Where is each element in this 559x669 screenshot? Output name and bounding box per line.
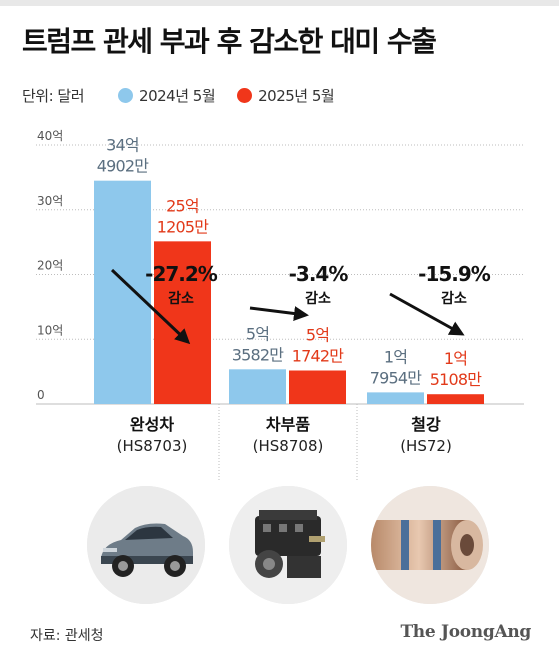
y-tick-label: 40억 [37, 129, 63, 143]
y-tick-label: 10억 [37, 323, 63, 337]
y-tick-label: 0 [37, 388, 45, 402]
data-label: 34억 [106, 136, 139, 155]
category-name: 철강 [411, 415, 441, 434]
engine-icon [229, 486, 347, 604]
decrease-arrow [249, 306, 309, 321]
data-label: 1억 [384, 347, 407, 366]
bar-2025-2 [427, 394, 484, 404]
top-bar [0, 0, 559, 6]
engine-photo [229, 486, 347, 604]
data-label: 3582만 [232, 345, 285, 364]
change-note: 감소 [168, 290, 194, 307]
legend-label-2024: 2024년 5월 [139, 87, 216, 105]
y-tick-label: 30억 [37, 194, 63, 208]
legend-label-2025: 2025년 5월 [258, 87, 335, 105]
steel-coil-photo [371, 486, 489, 604]
change-percent: -3.4% [289, 262, 349, 286]
bar-2024-0 [94, 180, 151, 404]
value-labels: 34억 4902만 5억 3582만 1억 7954만 25억 1205만 5억 1742만 1억 5… [97, 136, 483, 390]
bar-2025-1 [289, 370, 346, 404]
legend-swatch-2024 [118, 88, 134, 103]
category-code: (HS8708) [253, 437, 324, 455]
category-code: (HS8703) [117, 437, 188, 455]
category-labels: 완성차 (HS8703) 차부품 (HS8708) 철강 (HS72) [117, 415, 452, 455]
data-label: 1억 [444, 349, 467, 368]
legend-item-2024: 2024년 5월 [118, 85, 216, 106]
data-label: 5108만 [430, 370, 483, 389]
publisher-logo: The JoongAng [400, 622, 531, 642]
unit-label: 단위: 달러 [22, 87, 85, 105]
y-tick-label: 20억 [37, 259, 63, 273]
bar-2024-2 [367, 392, 424, 404]
data-label: 4902만 [97, 157, 150, 176]
data-label: 5억 [306, 325, 329, 344]
decrease-arrow [389, 292, 465, 336]
decrease-arrow [110, 268, 191, 345]
bars [94, 180, 484, 404]
category-code: (HS72) [400, 437, 452, 455]
bar-2025-0 [154, 241, 211, 404]
bar-2024-1 [229, 369, 286, 404]
change-note: 감소 [305, 290, 331, 307]
legend: 단위: 달러 2024년 5월 2025년 5월 [22, 85, 356, 106]
bar-chart: 0 10억 20억 30억 40억 34억 4902만 5억 3582만 1억 7954만 25억 1… [36, 129, 524, 482]
data-label: 7954만 [370, 368, 423, 387]
data-label: 1205만 [157, 217, 210, 236]
data-label: 5억 [246, 324, 269, 343]
category-name: 완성차 [130, 415, 174, 434]
legend-swatch-2025 [237, 88, 253, 103]
chart-title: 트럼프 관세 부과 후 감소한 대미 수출 [22, 25, 437, 58]
change-note: 감소 [441, 290, 467, 307]
data-label: 25억 [166, 196, 199, 215]
change-percent: -27.2% [145, 262, 218, 286]
suv-photo [87, 486, 205, 604]
legend-item-2025: 2025년 5월 [237, 85, 335, 106]
steel-coil-icon [371, 486, 489, 604]
data-label: 1742만 [292, 346, 345, 365]
change-percent: -15.9% [418, 262, 491, 286]
suv-icon [87, 486, 205, 604]
change-annotations: -27.2% 감소 -3.4% 감소 -15.9% 감소 [110, 262, 492, 345]
source-note: 자료: 관세청 [30, 628, 104, 644]
category-name: 차부품 [266, 415, 310, 434]
